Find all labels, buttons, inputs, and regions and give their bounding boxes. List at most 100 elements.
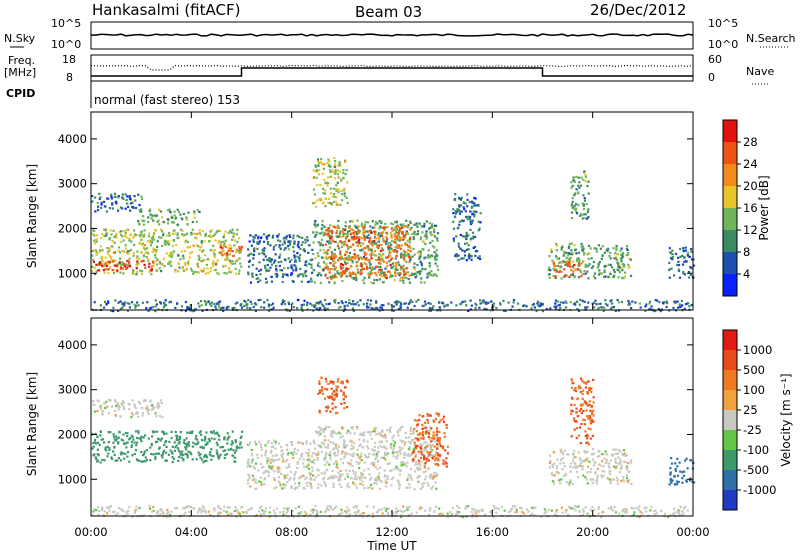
- heatmap-cell: [389, 254, 392, 257]
- heatmap-cell: [442, 447, 445, 450]
- heatmap-cell: [409, 238, 412, 241]
- heatmap-cell: [191, 310, 194, 313]
- heatmap-cell: [93, 242, 97, 245]
- heatmap-cell: [415, 300, 418, 303]
- heatmap-cell: [583, 213, 586, 216]
- heatmap-cell: [423, 224, 426, 227]
- heatmap-cell: [408, 281, 411, 284]
- freq-tick-top: 18: [62, 53, 76, 66]
- heatmap-cell: [158, 447, 161, 450]
- heatmap-cell: [117, 408, 120, 411]
- heatmap-cell: [249, 307, 252, 310]
- heatmap-cell: [136, 459, 139, 462]
- heatmap-cell: [419, 468, 422, 471]
- heatmap-cell: [564, 300, 567, 303]
- heatmap-cell: [334, 412, 337, 415]
- heatmap-cell: [146, 408, 149, 411]
- heatmap-cell: [337, 445, 341, 448]
- heatmap-cell: [582, 207, 585, 211]
- heatmap-cell: [167, 453, 170, 456]
- heatmap-cell: [290, 264, 293, 267]
- heatmap-cell: [543, 512, 546, 515]
- heatmap-cell: [415, 511, 418, 514]
- heatmap-cell: [204, 254, 207, 257]
- heatmap-cell: [363, 236, 367, 239]
- heatmap-cell: [576, 300, 579, 303]
- heatmap-cell: [362, 232, 365, 235]
- heatmap-cell: [430, 454, 433, 457]
- heatmap-cell: [339, 252, 342, 255]
- heatmap-cell: [399, 277, 402, 280]
- heatmap-cell: [335, 443, 338, 446]
- heatmap-cell: [309, 513, 312, 516]
- heatmap-cell: [135, 273, 138, 276]
- heatmap-cell: [492, 505, 495, 508]
- heatmap-cell: [239, 248, 242, 251]
- heatmap-cell: [191, 445, 194, 448]
- heatmap-cell: [590, 453, 594, 456]
- heatmap-cell: [366, 221, 369, 224]
- heatmap-cell: [473, 246, 477, 249]
- heatmap-cell: [139, 438, 142, 441]
- heatmap-cell: [573, 194, 576, 197]
- heatmap-cell: [105, 303, 108, 306]
- heatmap-cell: [354, 476, 357, 479]
- heatmap-cell: [206, 441, 209, 444]
- heatmap-cell: [119, 257, 122, 260]
- heatmap-cell: [136, 262, 139, 265]
- heatmap-cell: [144, 456, 147, 459]
- heatmap-cell: [128, 257, 131, 260]
- heatmap-cell: [143, 453, 146, 456]
- heatmap-cell: [327, 249, 330, 252]
- heatmap-cell: [564, 510, 567, 513]
- heatmap-cell: [563, 260, 566, 264]
- heatmap-cell: [673, 274, 676, 277]
- heatmap-cell: [522, 304, 525, 308]
- heatmap-cell: [324, 483, 327, 486]
- heatmap-cell: [303, 299, 306, 302]
- heatmap-cell: [431, 477, 435, 480]
- heatmap-cell: [350, 444, 353, 447]
- heatmap-cell: [620, 257, 623, 260]
- heatmap-cell: [385, 261, 388, 264]
- heatmap-cell: [283, 242, 287, 245]
- heatmap-cell: [122, 250, 125, 253]
- heatmap-cell: [299, 273, 302, 276]
- heatmap-cell: [336, 385, 340, 388]
- heatmap-cell: [374, 466, 377, 469]
- heatmap-cell: [607, 275, 610, 278]
- heatmap-cell: [360, 471, 363, 475]
- heatmap-cell: [252, 466, 255, 469]
- heatmap-cell: [273, 261, 276, 264]
- heatmap-cell: [236, 240, 239, 243]
- heatmap-cell: [322, 167, 325, 170]
- heatmap-cell: [475, 204, 478, 207]
- heatmap-cell: [373, 278, 376, 282]
- heatmap-cell: [164, 299, 167, 302]
- heatmap-cell: [345, 256, 349, 259]
- heatmap-cell: [216, 433, 219, 436]
- heatmap-cell: [380, 272, 383, 275]
- heatmap-cell: [144, 399, 147, 402]
- heatmap-cell: [228, 435, 231, 438]
- heatmap-cell: [619, 249, 622, 252]
- heatmap-cell: [360, 474, 363, 477]
- heatmap-cell: [426, 457, 429, 460]
- heatmap-cell: [337, 191, 340, 194]
- heatmap-cell: [109, 398, 112, 402]
- heatmap-cell: [94, 456, 97, 459]
- heatmap-cell: [587, 427, 590, 430]
- heatmap-cell: [408, 505, 411, 509]
- heatmap-cell: [243, 299, 246, 302]
- heatmap-cell: [567, 505, 571, 508]
- y-tick-label: 2000: [58, 221, 87, 235]
- heatmap-cell: [414, 276, 417, 279]
- heatmap-cell: [196, 232, 199, 235]
- heatmap-cell: [113, 264, 116, 267]
- heatmap-cell: [336, 454, 339, 457]
- heatmap-cell: [396, 238, 399, 241]
- heatmap-cell: [373, 453, 376, 456]
- heatmap-cell: [399, 223, 402, 226]
- heatmap-cell: [552, 451, 555, 454]
- heatmap-cell: [331, 392, 334, 395]
